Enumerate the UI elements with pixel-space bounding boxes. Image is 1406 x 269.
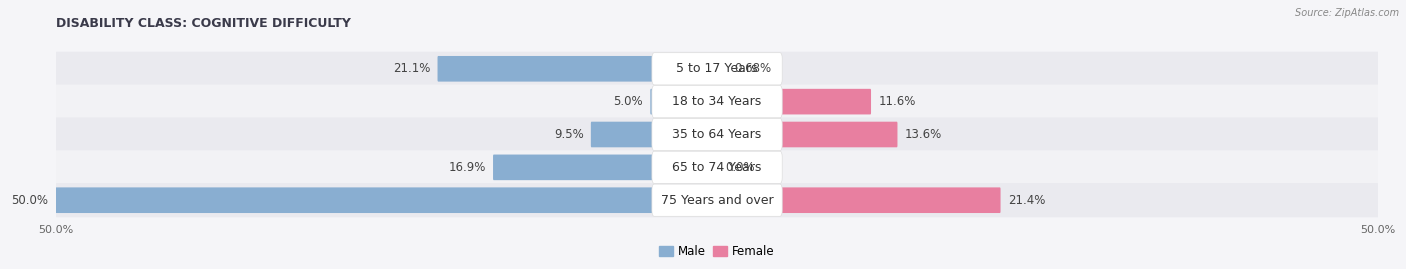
- FancyBboxPatch shape: [591, 122, 717, 147]
- FancyBboxPatch shape: [56, 183, 1378, 217]
- FancyBboxPatch shape: [717, 89, 872, 114]
- FancyBboxPatch shape: [652, 53, 782, 85]
- Text: 9.5%: 9.5%: [554, 128, 583, 141]
- FancyBboxPatch shape: [56, 84, 1378, 119]
- FancyBboxPatch shape: [437, 56, 717, 82]
- Text: 5 to 17 Years: 5 to 17 Years: [676, 62, 758, 75]
- FancyBboxPatch shape: [494, 155, 717, 180]
- Text: 35 to 64 Years: 35 to 64 Years: [672, 128, 762, 141]
- Text: 21.4%: 21.4%: [1008, 194, 1045, 207]
- Text: 11.6%: 11.6%: [879, 95, 915, 108]
- Text: 0.0%: 0.0%: [725, 161, 755, 174]
- Text: 21.1%: 21.1%: [392, 62, 430, 75]
- Text: 0.68%: 0.68%: [734, 62, 770, 75]
- Text: 13.6%: 13.6%: [904, 128, 942, 141]
- FancyBboxPatch shape: [56, 187, 717, 213]
- FancyBboxPatch shape: [652, 118, 782, 151]
- Text: 75 Years and over: 75 Years and over: [661, 194, 773, 207]
- Text: 18 to 34 Years: 18 to 34 Years: [672, 95, 762, 108]
- FancyBboxPatch shape: [652, 184, 782, 216]
- FancyBboxPatch shape: [56, 52, 1378, 86]
- Legend: Male, Female: Male, Female: [655, 240, 779, 263]
- FancyBboxPatch shape: [652, 86, 782, 118]
- FancyBboxPatch shape: [56, 117, 1378, 152]
- FancyBboxPatch shape: [717, 122, 897, 147]
- Text: 16.9%: 16.9%: [449, 161, 486, 174]
- FancyBboxPatch shape: [652, 151, 782, 183]
- Text: Source: ZipAtlas.com: Source: ZipAtlas.com: [1295, 8, 1399, 18]
- FancyBboxPatch shape: [651, 89, 717, 114]
- FancyBboxPatch shape: [717, 56, 727, 82]
- Text: 65 to 74 Years: 65 to 74 Years: [672, 161, 762, 174]
- Text: 5.0%: 5.0%: [613, 95, 643, 108]
- Text: 50.0%: 50.0%: [11, 194, 48, 207]
- FancyBboxPatch shape: [717, 187, 1001, 213]
- Text: DISABILITY CLASS: COGNITIVE DIFFICULTY: DISABILITY CLASS: COGNITIVE DIFFICULTY: [56, 17, 352, 30]
- FancyBboxPatch shape: [56, 150, 1378, 185]
